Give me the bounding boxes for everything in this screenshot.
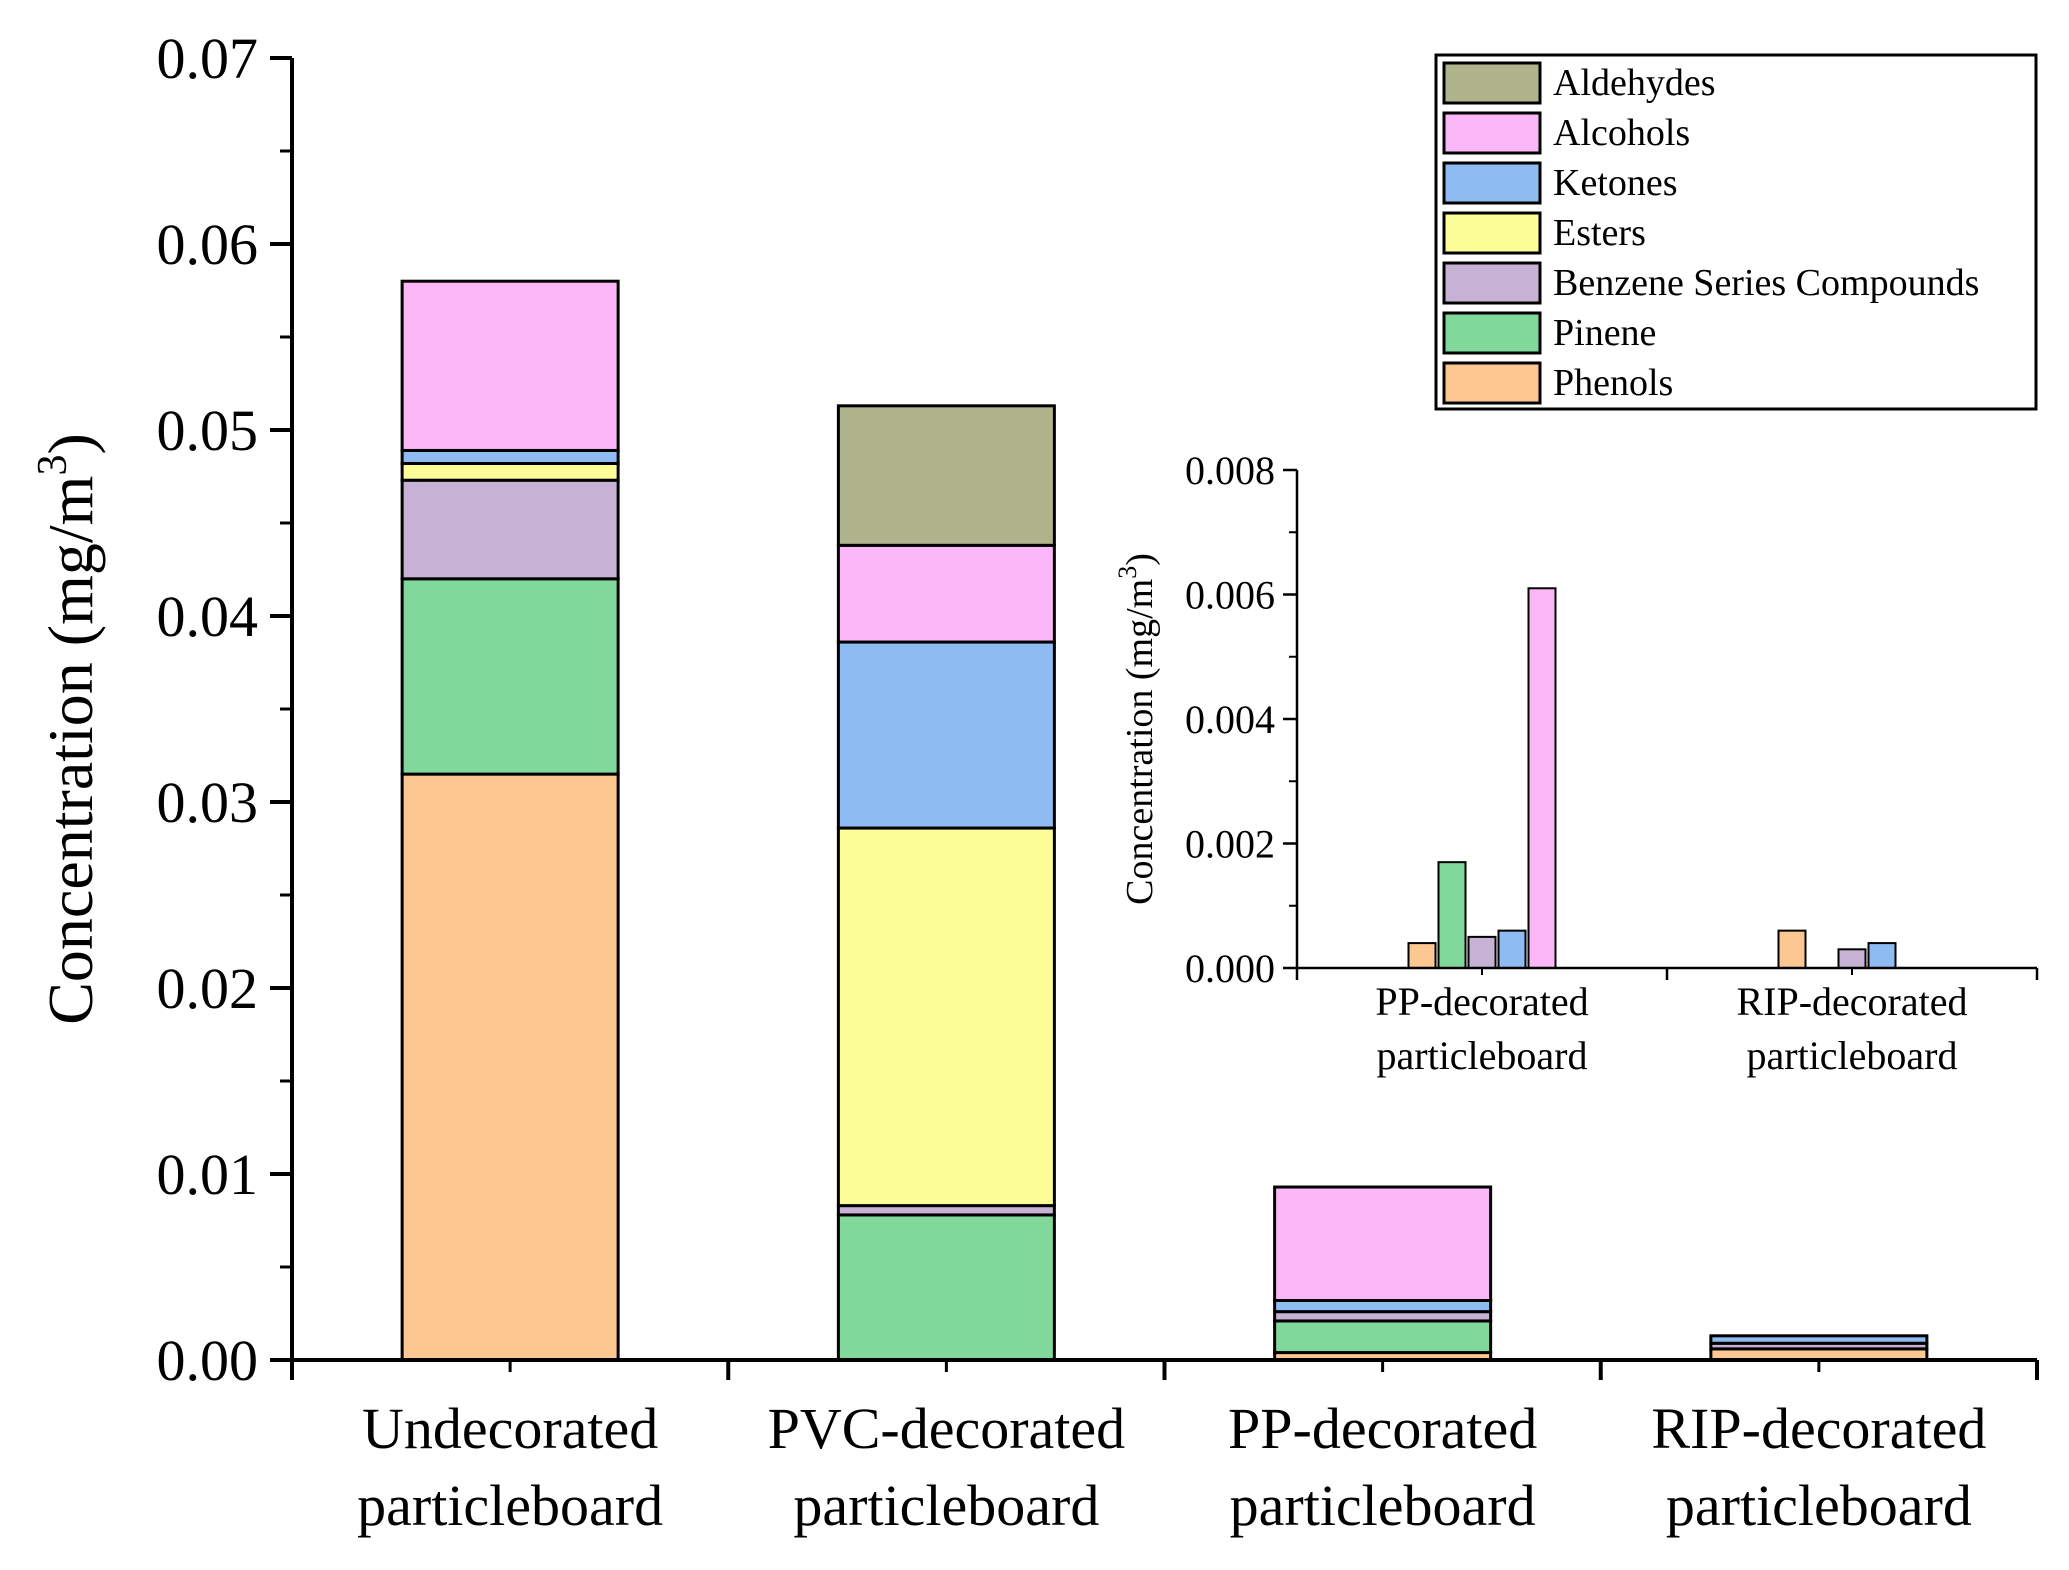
y-tick-label-0: 0.00 xyxy=(157,1328,259,1393)
legend-label-ketones: Ketones xyxy=(1553,162,1678,204)
inset-y-tick-label-0: 0.000 xyxy=(1185,946,1275,991)
inset-x-tick-label-pp-decorated-1: particleboard xyxy=(1377,1033,1588,1078)
bar-ketones-pvc-decorated xyxy=(836,640,1056,830)
inset-y-tick-label-2: 0.004 xyxy=(1185,697,1275,742)
legend-label-phenols: Phenols xyxy=(1553,362,1673,404)
y-tick-label-5: 0.05 xyxy=(157,398,259,463)
legend-label-benzene-series-compounds: Benzene Series Compounds xyxy=(1553,262,1979,304)
legend-swatch-ketones xyxy=(1442,161,1542,205)
inset-background xyxy=(1297,460,2037,968)
x-tick-label-pp-decorated-1: particleboard xyxy=(1230,1473,1536,1538)
y-tick-label-2: 0.02 xyxy=(157,956,259,1021)
inset-y-tick-label-3: 0.006 xyxy=(1185,573,1275,618)
inset-bar-phenols-pp-decorated xyxy=(1407,942,1437,969)
y-axis-label: Concentration (mg/m3) xyxy=(30,433,106,1025)
legend-swatch-aldehydes xyxy=(1442,61,1542,105)
x-tick-label-rip-decorated-1: particleboard xyxy=(1666,1473,1972,1538)
inset-bar-alcohols-pp-decorated xyxy=(1527,587,1557,970)
bar-aldehydes-pvc-decorated xyxy=(836,404,1056,547)
legend-label-esters: Esters xyxy=(1553,212,1646,254)
legend-swatch-esters xyxy=(1442,211,1542,255)
bar-esters-pvc-decorated xyxy=(836,826,1056,1208)
y-tick-label-3: 0.03 xyxy=(157,770,259,835)
bar-ketones-pp-decorated xyxy=(1273,1298,1493,1314)
x-tick-label-pvc-decorated-1: particleboard xyxy=(793,1473,1099,1538)
x-tick-label-pvc-decorated-0: PVC-decorated xyxy=(768,1396,1126,1461)
legend-swatch-alcohols xyxy=(1442,111,1542,155)
x-tick-label-rip-decorated-0: RIP-decorated xyxy=(1651,1396,1986,1461)
inset-y-tick-label-1: 0.002 xyxy=(1185,822,1275,867)
inset-x-tick-label-rip-decorated-0: RIP-decorated xyxy=(1736,979,1967,1024)
inset-bar-phenols-rip-decorated xyxy=(1777,929,1807,970)
bar-esters-undecorated xyxy=(400,461,620,482)
bar-phenols-undecorated xyxy=(400,772,620,1362)
x-tick-label-undecorated-0: Undecorated xyxy=(362,1396,658,1461)
bar-pinene-pvc-decorated xyxy=(836,1213,1056,1362)
y-tick-label-4: 0.04 xyxy=(157,584,259,649)
x-tick-label-undecorated-1: particleboard xyxy=(357,1473,663,1538)
main-chart: Undecorated particleboard PVC-decorated par… xyxy=(30,26,2039,1538)
bar-benzene-series-compounds-undecorated xyxy=(400,478,620,581)
legend-label-aldehydes: Aldehydes xyxy=(1553,62,1716,104)
inset-bar-pinene-pp-decorated xyxy=(1437,861,1467,969)
x-tick-label-pp-decorated-0: PP-decorated xyxy=(1228,1396,1537,1461)
inset-bar-benzene-series-compounds-pp-decorated xyxy=(1467,935,1497,969)
inset-bar-benzene-series-compounds-rip-decorated xyxy=(1837,948,1867,970)
bar-alcohols-pvc-decorated xyxy=(836,543,1056,644)
y-tick-label-1: 0.01 xyxy=(157,1142,259,1207)
bar-ketones-rip-decorated xyxy=(1709,1334,1929,1345)
legend-swatch-benzene-series-compounds xyxy=(1442,261,1542,305)
inset-bar-ketones-rip-decorated xyxy=(1867,942,1897,969)
legend: Aldehydes Alcohols Ketones Esters Benzene Se… xyxy=(1434,53,2038,411)
inset-x-tick-label-pp-decorated-0: PP-decorated xyxy=(1375,979,1588,1024)
bar-pinene-pp-decorated xyxy=(1273,1319,1493,1355)
inset-x-tick-label-rip-decorated-1: particleboard xyxy=(1747,1033,1958,1078)
bar-ketones-undecorated xyxy=(400,448,620,465)
bar-alcohols-pp-decorated xyxy=(1273,1185,1493,1302)
legend-label-pinene: Pinene xyxy=(1553,312,1656,354)
inset-y-tick-label-4: 0.008 xyxy=(1185,448,1275,493)
bar-alcohols-undecorated xyxy=(400,279,620,452)
legend-swatch-pinene xyxy=(1442,311,1542,355)
inset-chart: PP-decorated particleboard RIP-decorated pa… xyxy=(1113,448,2039,1078)
inset-bar-ketones-pp-decorated xyxy=(1497,929,1527,970)
legend-swatch-phenols xyxy=(1442,361,1542,405)
bar-pinene-undecorated xyxy=(400,577,620,776)
y-tick-label-6: 0.06 xyxy=(157,212,259,277)
inset-y-axis-label: Concentration (mg/m3) xyxy=(1113,553,1161,905)
y-tick-label-7: 0.07 xyxy=(157,26,259,91)
legend-label-alcohols: Alcohols xyxy=(1553,112,1690,154)
